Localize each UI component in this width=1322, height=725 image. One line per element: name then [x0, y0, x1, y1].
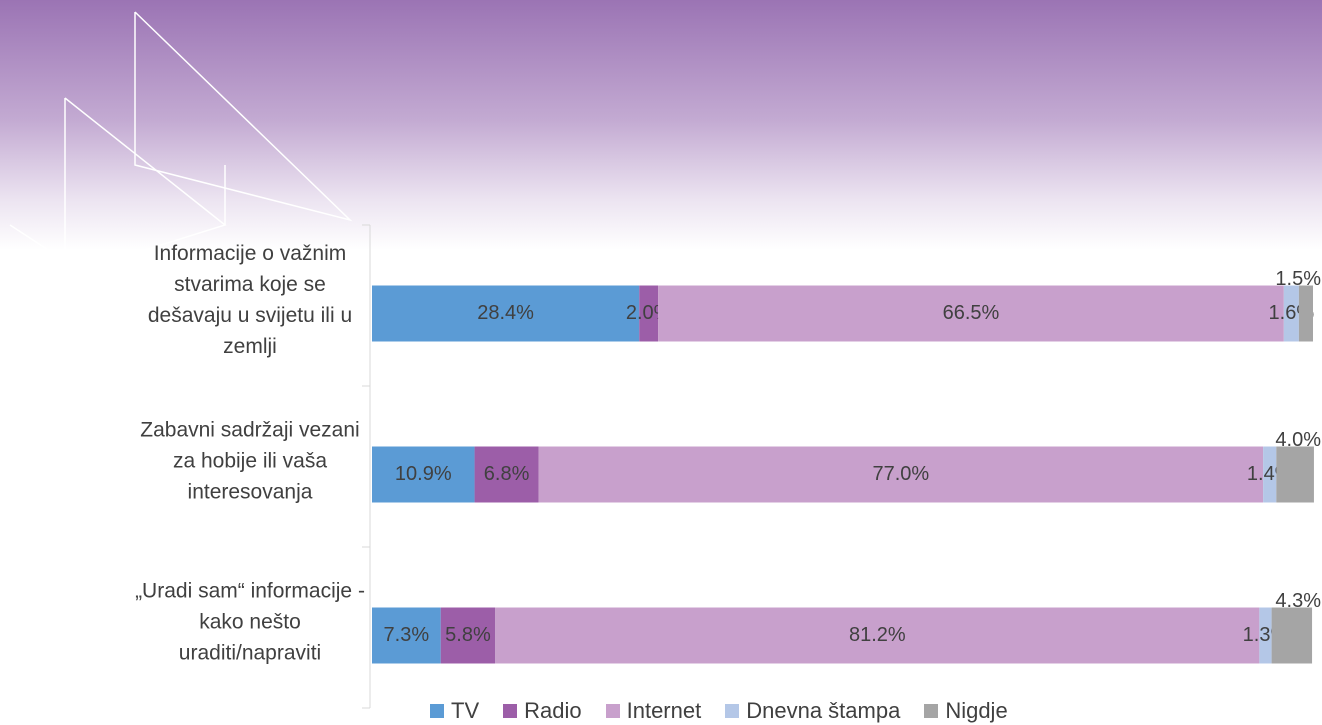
value-label: 77.0% — [872, 463, 929, 485]
bar-segment — [1298, 285, 1313, 342]
category-label: Zabavni sadržaji vezani za hobije ili va… — [140, 418, 360, 503]
legend-swatch — [725, 704, 740, 718]
decoration — [9, 11, 353, 361]
legend-label: Dnevna štampa — [746, 698, 901, 723]
legend-item: Dnevna štampa — [725, 698, 900, 724]
bar-segment — [1259, 607, 1272, 664]
category-label: „Uradi sam“ informacije - kako nešto ura… — [135, 579, 365, 664]
value-label: 7.3% — [384, 624, 430, 646]
legend-swatch — [503, 704, 518, 718]
bar-segment — [1271, 607, 1313, 664]
value-label: 81.2% — [849, 624, 906, 646]
value-label: 4.3% — [1275, 590, 1321, 612]
category-label: Informacije o važnim stvarima koje se de… — [147, 241, 353, 358]
value-label: 4.0% — [1275, 429, 1321, 451]
bar-segment — [658, 285, 1284, 342]
legend-label: Internet — [626, 698, 702, 723]
legend: TV Radio Internet Dnevna štampa Nigdje — [430, 697, 1250, 725]
bar-segment — [372, 285, 640, 342]
bar-segment — [440, 607, 496, 664]
legend-item: Internet — [605, 698, 702, 724]
bar-segment — [372, 607, 441, 664]
value-label: 6.8% — [484, 463, 530, 485]
bar-segment — [639, 285, 659, 342]
value-label: 28.4% — [477, 302, 534, 324]
bar-segment — [538, 446, 1264, 503]
legend-label: Nigdje — [945, 698, 1008, 723]
legend-item: Nigdje — [924, 698, 1008, 724]
legend-label: Radio — [524, 698, 582, 723]
legend-label: TV — [451, 698, 480, 723]
bar-segment — [1263, 446, 1277, 503]
legend-swatch — [605, 704, 620, 718]
value-label: 1.5% — [1275, 268, 1321, 290]
legend-swatch — [430, 704, 444, 718]
value-label: 5.8% — [445, 624, 491, 646]
value-label: 66.5% — [943, 302, 1000, 324]
legend-swatch — [924, 704, 939, 718]
bar-segment — [1276, 446, 1314, 503]
bar-segment — [1283, 285, 1299, 342]
bar-segment — [495, 607, 1260, 664]
bar-segment — [474, 446, 539, 503]
legend-item: TV — [430, 698, 479, 724]
legend-item: Radio — [503, 698, 582, 724]
bar-segment — [372, 446, 475, 503]
value-label: 10.9% — [395, 463, 452, 485]
